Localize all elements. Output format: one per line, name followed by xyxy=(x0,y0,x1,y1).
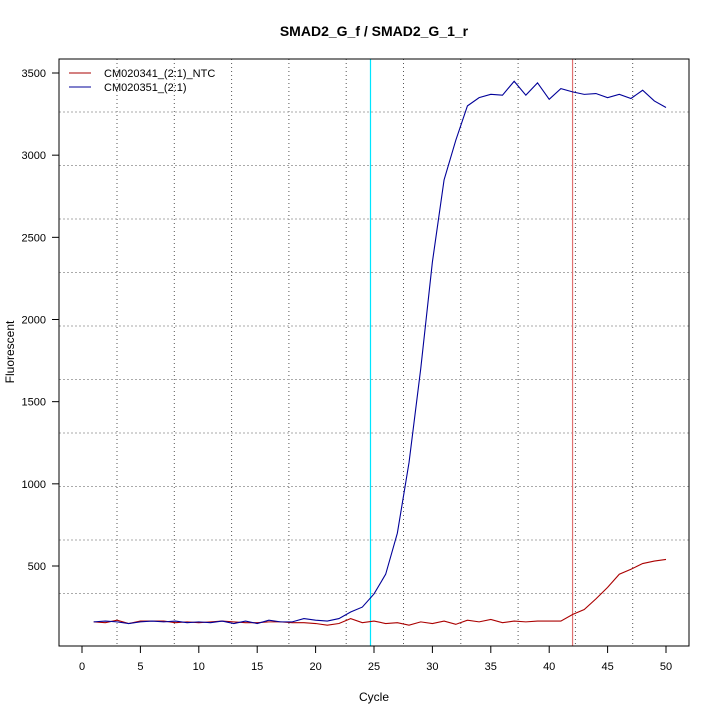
x-tick-label: 35 xyxy=(485,661,497,673)
x-axis: 0 5 10 15 20 25 30 35 40 45 50 xyxy=(79,645,672,673)
y-axis: 500 1000 1500 2000 2500 3000 3500 xyxy=(22,68,59,573)
x-tick-label: 15 xyxy=(251,661,263,673)
x-tick-label: 30 xyxy=(426,661,438,673)
legend-label: CM020351_(2:1) xyxy=(104,82,187,94)
y-axis-label: Fluorescent xyxy=(3,320,17,383)
marker-lines xyxy=(369,59,574,646)
y-tick-label: 3000 xyxy=(22,150,46,162)
x-tick-label: 25 xyxy=(368,661,380,673)
y-tick-label: 3500 xyxy=(22,68,46,80)
legend: CM020341_(2:1)_NTC CM020351_(2:1) xyxy=(69,68,215,94)
legend-label: CM020341_(2:1)_NTC xyxy=(104,68,215,80)
x-tick-label: 20 xyxy=(309,661,321,673)
x-tick-label: 45 xyxy=(601,661,613,673)
series-line-1 xyxy=(93,80,667,625)
series-lines xyxy=(93,80,667,626)
y-tick-label: 2000 xyxy=(22,315,46,327)
x-axis-label: Cycle xyxy=(359,690,389,704)
x-tick-label: 40 xyxy=(543,661,555,673)
y-tick-label: 1500 xyxy=(22,397,46,409)
grid xyxy=(59,59,689,646)
y-tick-label: 2500 xyxy=(22,232,46,244)
x-tick-label: 5 xyxy=(137,661,143,673)
x-tick-label: 0 xyxy=(79,661,85,673)
y-tick-label: 1000 xyxy=(22,479,46,491)
x-tick-label: 10 xyxy=(193,661,205,673)
chart-title: SMAD2_G_f / SMAD2_G_1_r xyxy=(280,23,469,39)
x-tick-label: 50 xyxy=(660,661,672,673)
y-tick-label: 500 xyxy=(28,561,46,573)
